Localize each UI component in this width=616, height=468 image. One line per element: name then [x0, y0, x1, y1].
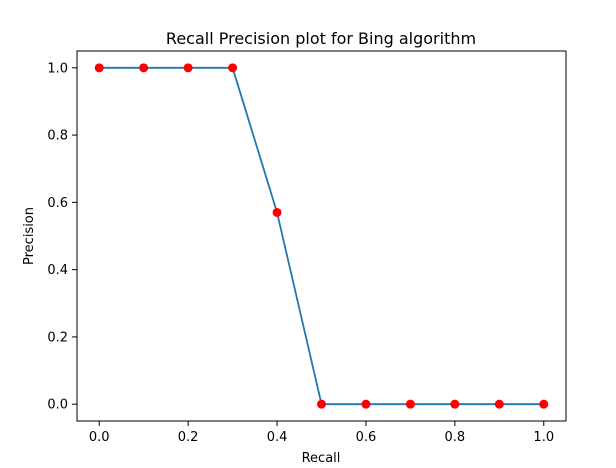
y-axis-label: Precision — [22, 207, 37, 265]
y-tick-label: 0.6 — [47, 196, 68, 211]
x-axis-ticks: 0.0 0.2 0.4 0.6 0.8 1.0 — [89, 421, 554, 445]
data-point — [94, 63, 104, 73]
y-tick-label: 0.2 — [47, 330, 68, 345]
data-point — [494, 399, 504, 409]
y-axis-ticks: 0.0 0.2 0.4 0.6 0.8 1.0 — [47, 61, 77, 413]
data-point — [183, 63, 193, 73]
x-tick-label: 0.0 — [89, 430, 110, 445]
x-axis-label: Recall — [302, 451, 341, 466]
data-point — [361, 399, 371, 409]
series-line — [99, 66, 544, 406]
y-tick-label: 0.8 — [47, 129, 68, 144]
y-tick-label: 0.4 — [47, 263, 68, 278]
x-tick-label: 1.0 — [533, 430, 554, 445]
y-tick-label: 0.0 — [47, 398, 68, 413]
x-tick-label: 0.6 — [356, 430, 377, 445]
data-point — [450, 399, 460, 409]
chart-title: Recall Precision plot for Bing algorithm — [166, 29, 476, 48]
x-tick-label: 0.2 — [178, 430, 199, 445]
x-tick-label: 0.8 — [445, 430, 466, 445]
data-point — [228, 63, 238, 73]
data-point — [405, 399, 415, 409]
y-tick-label: 1.0 — [47, 61, 68, 76]
plot-area — [94, 63, 549, 409]
axes-frame — [76, 50, 567, 422]
data-point — [539, 399, 549, 409]
x-tick-label: 0.4 — [267, 430, 288, 445]
data-point — [272, 207, 282, 217]
data-point — [317, 399, 326, 409]
data-point — [139, 63, 149, 73]
